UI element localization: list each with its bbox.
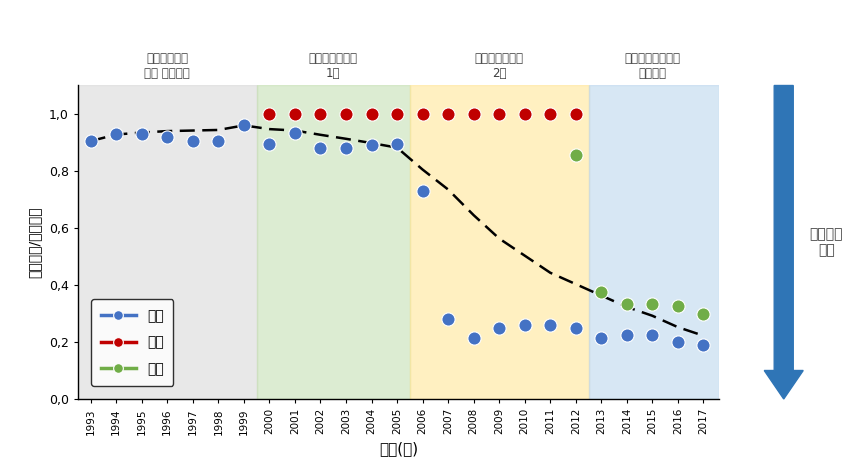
Point — [135, 130, 149, 138]
Point — [518, 321, 532, 329]
Point — [288, 129, 302, 136]
Point — [569, 324, 583, 332]
Point — [391, 140, 404, 148]
Point — [543, 321, 557, 329]
Point — [313, 144, 327, 152]
Bar — [256, 86, 410, 399]
Bar — [78, 86, 256, 399]
Point — [237, 122, 251, 129]
Point — [160, 133, 174, 141]
Point — [467, 110, 481, 118]
Point — [365, 110, 378, 118]
Text: 협의기간
감소: 협의기간 감소 — [810, 227, 843, 257]
Text: 사전환경성검토
1기: 사전환경성검토 1기 — [309, 52, 358, 80]
Text: 전략환경영향평가
시행시기: 전략환경영향평가 시행시기 — [624, 52, 681, 80]
Point — [262, 140, 276, 148]
Point — [620, 331, 634, 339]
Point — [492, 324, 506, 332]
Point — [671, 338, 685, 346]
Point — [391, 110, 404, 118]
Text: 환경영향평가
단독 시행시기: 환경영향평가 단독 시행시기 — [145, 52, 191, 80]
Bar — [410, 86, 589, 399]
Point — [84, 137, 98, 145]
Point — [620, 300, 634, 307]
Y-axis label: 검토기간/평가기간: 검토기간/평가기간 — [28, 207, 42, 278]
Point — [594, 288, 608, 296]
Point — [569, 152, 583, 159]
Point — [288, 110, 302, 118]
Point — [109, 130, 123, 138]
Point — [365, 142, 378, 149]
Point — [467, 334, 481, 342]
Point — [186, 137, 200, 145]
Point — [339, 144, 353, 152]
Point — [313, 110, 327, 118]
Point — [671, 303, 685, 310]
Point — [645, 300, 659, 307]
Point — [645, 331, 659, 339]
Point — [543, 110, 557, 118]
Legend: 환경, 사전, 전략: 환경, 사전, 전략 — [91, 299, 173, 386]
Point — [594, 334, 608, 342]
Point — [696, 341, 710, 349]
Point — [211, 137, 225, 145]
Point — [518, 110, 532, 118]
Point — [416, 187, 430, 195]
Bar — [589, 86, 719, 399]
Point — [696, 310, 710, 317]
Point — [441, 110, 455, 118]
Point — [492, 110, 506, 118]
Point — [416, 110, 430, 118]
Point — [339, 110, 353, 118]
Point — [569, 110, 583, 118]
Point — [262, 110, 276, 118]
Point — [441, 315, 455, 323]
X-axis label: 연도(년): 연도(년) — [378, 441, 418, 456]
Text: 사전환경성검토
2기: 사전환경성검토 2기 — [475, 52, 524, 80]
